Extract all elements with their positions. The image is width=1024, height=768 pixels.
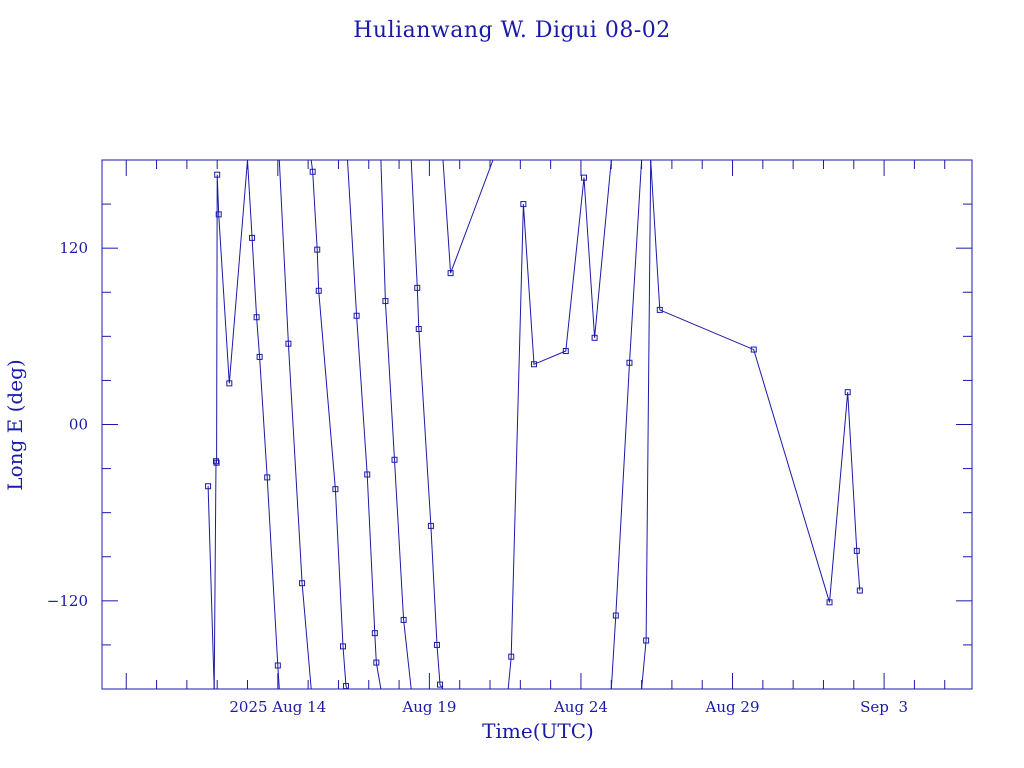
data-point [215, 211, 222, 218]
data-point [626, 359, 633, 366]
series-line [507, 159, 612, 690]
data-point [285, 340, 292, 347]
series-line [380, 159, 412, 690]
series-line [650, 159, 861, 603]
data-point [205, 483, 212, 490]
data-point [339, 643, 346, 650]
data-point [414, 284, 421, 291]
x-tick-label: Aug 24 [553, 698, 608, 716]
data-point [256, 353, 263, 360]
data-point [309, 168, 316, 175]
series-line [641, 159, 652, 690]
data-point [433, 641, 440, 648]
x-tick-label: Sep 3 [860, 698, 908, 716]
data-point [382, 298, 389, 305]
y-axis-label: Long E (deg) [3, 359, 27, 490]
data-point [299, 580, 306, 587]
data-point [353, 312, 360, 319]
data-point [580, 174, 587, 181]
data-point [249, 234, 256, 241]
data-point [274, 662, 281, 669]
series-line [442, 159, 494, 274]
data-point [520, 201, 527, 208]
data-point [253, 314, 260, 321]
axis-ticks [102, 159, 972, 690]
series-line [610, 159, 643, 690]
data-point [530, 361, 537, 368]
data-point [226, 380, 233, 387]
data-point [315, 287, 322, 294]
data-point [643, 637, 650, 644]
data-point [264, 474, 271, 481]
data-point [213, 459, 220, 466]
data-point [400, 616, 407, 623]
data-point [436, 681, 443, 688]
data-point [332, 486, 339, 493]
series-line [207, 486, 215, 690]
data-point [844, 389, 851, 396]
data-point [826, 599, 833, 606]
data-point [853, 547, 860, 554]
data-series [205, 159, 863, 690]
x-tick-label: 2025 Aug 14 [229, 698, 326, 716]
data-point [612, 612, 619, 619]
series-line [247, 159, 280, 690]
y-tick-label: 00 [69, 416, 88, 434]
data-point [391, 456, 398, 463]
data-point [373, 659, 380, 666]
series-line [213, 159, 248, 690]
chart-title: Hulianwang W. Digui 08-02 [353, 18, 671, 43]
y-tick-label: −120 [47, 592, 88, 610]
data-point [212, 458, 219, 465]
series-line [278, 159, 312, 690]
series-line [310, 159, 348, 690]
data-point [591, 334, 598, 341]
data-point [371, 630, 378, 637]
data-point [562, 348, 569, 355]
data-point [656, 306, 663, 313]
data-point [508, 653, 515, 660]
data-point [447, 270, 454, 277]
data-point [214, 171, 221, 178]
data-point [314, 246, 321, 253]
data-point [415, 325, 422, 332]
data-point [427, 522, 434, 529]
y-tick-label: 120 [59, 239, 88, 257]
data-point [364, 471, 371, 478]
axis-tick-labels: 120 00 −120 2025 Aug 14 Aug 19 Aug 24 Aug 29 Se… [47, 239, 908, 716]
x-tick-label: Aug 19 [401, 698, 456, 716]
series-line [410, 159, 444, 690]
series-line [347, 159, 382, 690]
plot-frame [101, 159, 973, 690]
data-point [750, 346, 757, 353]
x-axis-label: Time(UTC) [482, 719, 594, 743]
data-point [343, 683, 350, 690]
data-point [856, 587, 863, 594]
x-tick-label: Aug 29 [705, 698, 760, 716]
